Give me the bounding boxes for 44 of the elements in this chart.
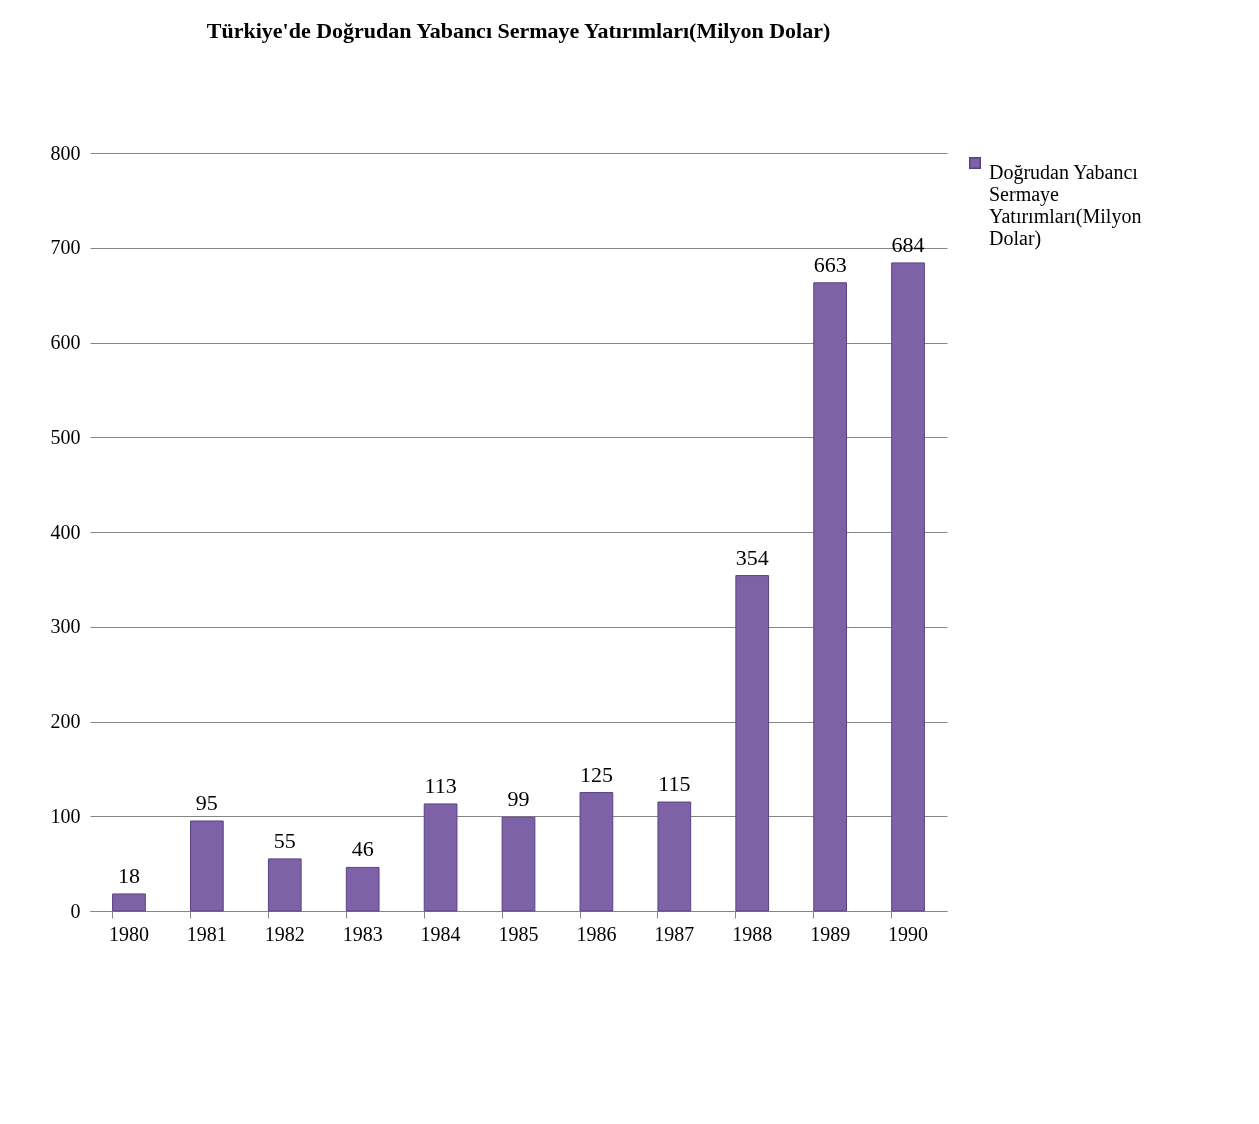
data-label: 684 bbox=[891, 231, 925, 257]
legend-label: Doğrudan Yabancı Sermaye Yatırımları(Milyon Dolar) bbox=[989, 161, 1142, 250]
chart-title: Türkiye'de Doğrudan Yabancı Sermaye Yatırımları(Milyon Dolar) bbox=[206, 18, 831, 43]
data-label: 55 bbox=[273, 827, 296, 853]
data-label: 113 bbox=[424, 772, 457, 798]
bar bbox=[112, 893, 146, 912]
x-tick-label: 1981 bbox=[186, 922, 227, 945]
x-tick-label: 1989 bbox=[810, 922, 851, 945]
y-tick-label: 200 bbox=[50, 710, 81, 732]
y-tick-label: 600 bbox=[50, 331, 81, 353]
bar bbox=[190, 820, 224, 912]
x-tick-label: 1986 bbox=[576, 922, 617, 945]
bar bbox=[657, 801, 692, 912]
bar bbox=[735, 575, 770, 912]
y-tick-label: 300 bbox=[50, 615, 81, 638]
y-tick-label: 100 bbox=[50, 804, 81, 827]
y-tick-label: 400 bbox=[50, 520, 81, 543]
bar bbox=[891, 262, 925, 912]
y-tick-label: 0 bbox=[70, 899, 81, 922]
x-tick-label: 1987 bbox=[654, 922, 695, 945]
data-label: 663 bbox=[813, 251, 847, 277]
x-tick-label: 1988 bbox=[732, 922, 773, 945]
y-tick-label: 800 bbox=[50, 141, 81, 164]
bar bbox=[345, 866, 380, 912]
x-tick-label: 1985 bbox=[498, 922, 539, 945]
bar bbox=[501, 816, 536, 912]
x-tick-label: 1980 bbox=[108, 922, 149, 945]
bar bbox=[813, 282, 847, 912]
x-tick-label: 1983 bbox=[342, 922, 383, 945]
data-label: 354 bbox=[735, 544, 769, 570]
bar bbox=[579, 792, 614, 912]
bar bbox=[267, 858, 302, 912]
y-tick-label: 700 bbox=[50, 236, 81, 259]
x-tick-label: 1982 bbox=[264, 922, 305, 945]
data-label: 115 bbox=[658, 771, 691, 797]
x-tick-label: 1990 bbox=[888, 922, 929, 945]
data-label: 99 bbox=[507, 786, 530, 812]
data-label: 125 bbox=[579, 761, 613, 787]
data-label: 18 bbox=[117, 862, 140, 888]
bar bbox=[423, 803, 458, 912]
data-label: 95 bbox=[195, 789, 218, 815]
y-tick-label: 500 bbox=[50, 425, 81, 448]
x-tick-label: 1984 bbox=[420, 922, 461, 945]
data-label: 46 bbox=[351, 836, 374, 862]
